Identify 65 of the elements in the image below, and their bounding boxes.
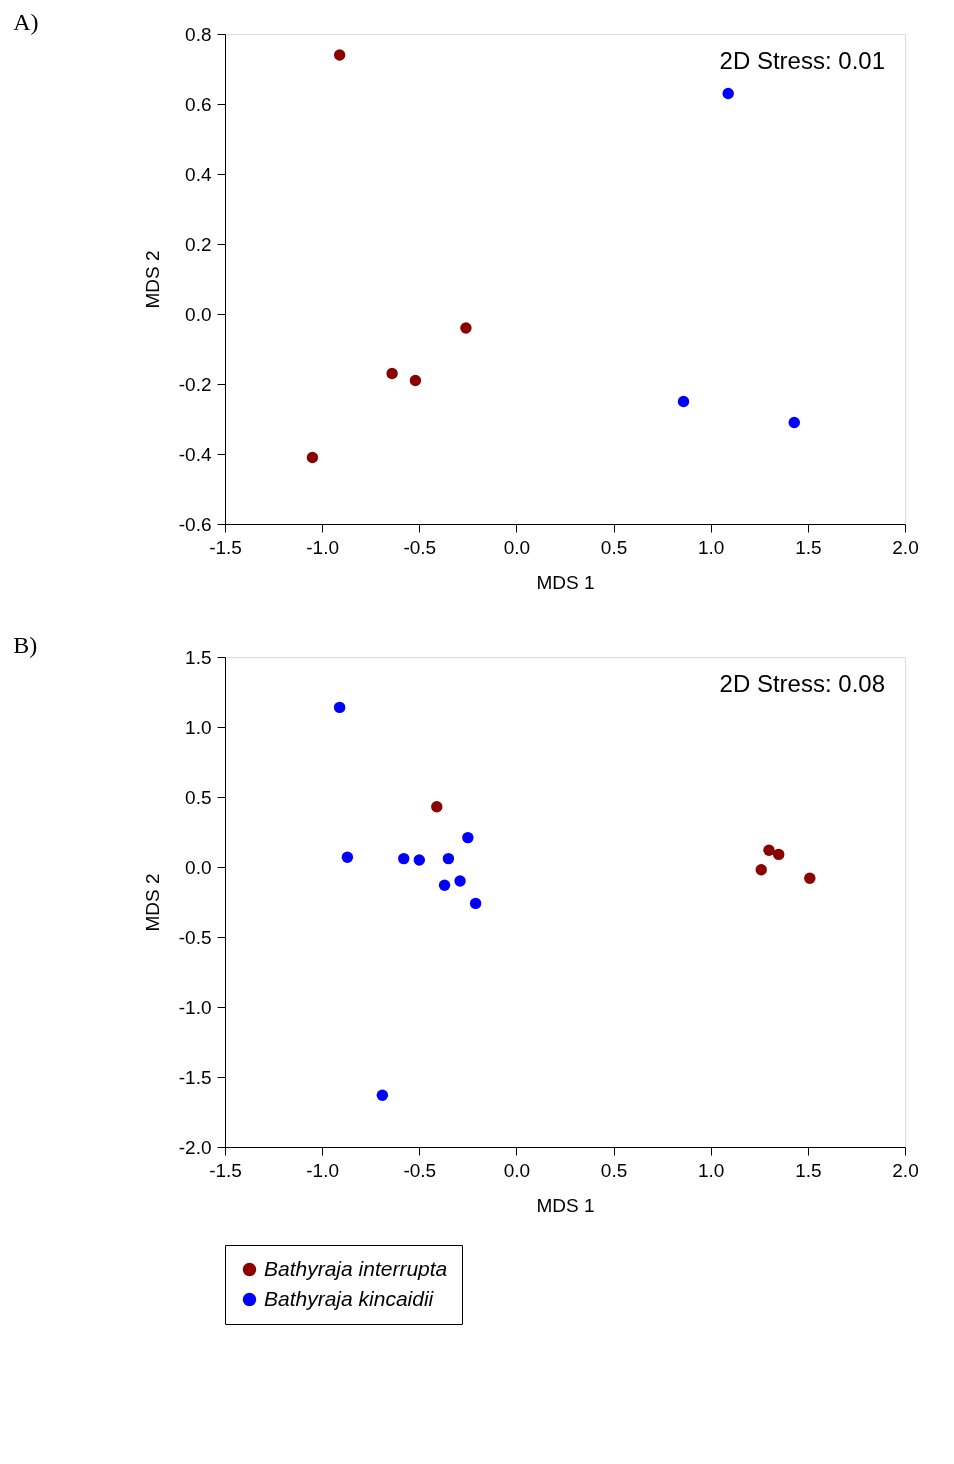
point [462, 831, 474, 844]
x-tick-label: 1.0 [698, 536, 725, 558]
x-tick-label: 1.5 [795, 536, 822, 558]
point [442, 852, 455, 865]
y-tick-label: -0.2 [178, 373, 212, 395]
point [454, 875, 466, 887]
x-tick-label: 1.0 [698, 1159, 725, 1181]
y-tick-label: -0.6 [178, 513, 212, 535]
point [398, 852, 410, 865]
legend-label: Bathyraja kincaidii [264, 1286, 435, 1310]
point [804, 872, 816, 884]
point [788, 416, 800, 429]
text: A) [13, 9, 39, 35]
annotation: 2D Stress: 0.08 [719, 670, 885, 697]
point [376, 1089, 389, 1101]
x-tick-label: 2.0 [892, 1159, 919, 1181]
y-tick-label: 0.6 [185, 93, 212, 115]
x-axis-title: MDS 1 [536, 1194, 595, 1216]
y-tick-label: 1.0 [185, 716, 212, 738]
x-tick-label: -1.5 [209, 536, 242, 558]
x-tick-label: 0.0 [503, 536, 531, 558]
y-tick-label: 0.8 [185, 23, 212, 45]
point [763, 844, 775, 856]
point [677, 395, 690, 408]
y-tick-label: -1.5 [178, 1066, 212, 1088]
x-tick-label: 0.0 [503, 1159, 531, 1181]
y-tick-label: 1.5 [185, 646, 212, 668]
y-tick-label: 0.5 [185, 786, 212, 808]
point [409, 374, 422, 387]
point [341, 851, 354, 863]
x-tick-label: -0.5 [403, 1159, 437, 1181]
point [773, 848, 785, 861]
x-tick-label: -0.5 [403, 536, 437, 558]
point [333, 701, 346, 714]
x-tick-label: 1.5 [795, 1159, 822, 1181]
x-tick-label: -1.0 [306, 1159, 340, 1181]
point [469, 897, 482, 910]
y-tick-label: -2.0 [178, 1136, 212, 1158]
y-axis-title: MDS 2 [141, 873, 163, 932]
y-tick-label: 0.2 [185, 233, 212, 255]
point [306, 451, 319, 464]
y-axis-title: MDS 2 [141, 250, 163, 309]
x-tick-label: 0.5 [600, 536, 628, 558]
y-tick-label: 0.4 [185, 163, 212, 185]
point [413, 854, 425, 866]
point [431, 801, 443, 813]
x-tick-label: 0.5 [600, 1159, 628, 1181]
x-tick-label: 2.0 [892, 536, 919, 558]
point [460, 322, 472, 334]
text: B) [13, 632, 38, 658]
x-tick-label: -1.5 [209, 1159, 242, 1181]
x-tick-label: -1.0 [306, 536, 340, 558]
y-tick-label: -0.4 [178, 443, 212, 465]
y-tick-label: -0.5 [178, 926, 212, 948]
y-tick-label: 0.0 [185, 856, 212, 878]
x-axis-title: MDS 1 [536, 571, 595, 593]
y-tick-label: 0.0 [185, 303, 212, 325]
point [438, 879, 451, 891]
point [722, 87, 734, 100]
point [333, 49, 346, 61]
annotation: 2D Stress: 0.01 [719, 47, 885, 74]
y-tick-label: -1.0 [178, 996, 212, 1018]
point [755, 864, 767, 876]
legend-label: Bathyraja interrupta [264, 1256, 448, 1280]
point [386, 367, 398, 380]
